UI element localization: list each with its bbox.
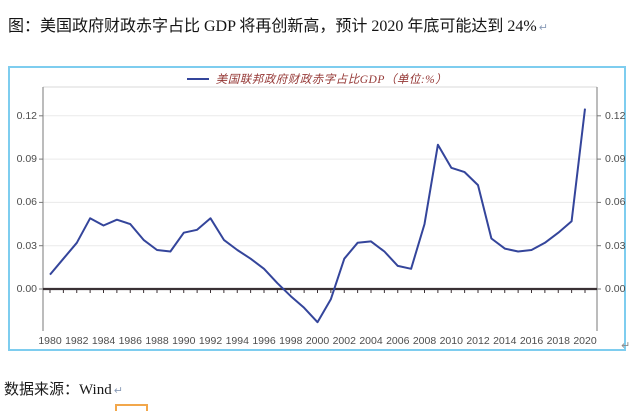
x-axis-label: 2020	[573, 335, 597, 347]
x-axis-label: 2008	[412, 335, 437, 347]
y-axis-label-left: 0.12	[16, 109, 37, 122]
x-axis-label: 2010	[439, 335, 463, 347]
figure-caption: 图：美国政府财政赤字占比 GDP 将再创新高，预计 2020 年底可能达到 24…	[8, 12, 632, 36]
x-axis-label: 1996	[252, 335, 276, 347]
y-axis-label-right: 0.12	[605, 109, 626, 122]
chart-legend: 美国联邦政府财政赤字占比GDP（单位:%）	[8, 71, 626, 87]
x-axis-label: 1992	[198, 335, 223, 347]
figure-caption-text: 图：美国政府财政赤字占比 GDP 将再创新高，预计 2020 年底可能达到 24…	[8, 18, 537, 35]
data-source-text: 数据来源：Wind	[4, 382, 112, 398]
y-axis-label-right: 0.09	[605, 153, 626, 166]
x-axis-label: 2004	[359, 335, 383, 347]
paragraph-mark-icon: ↵	[113, 384, 123, 397]
y-axis-label-left: 0.00	[16, 283, 37, 295]
x-axis-label: 1998	[279, 335, 303, 347]
y-axis-label-right: 0.03	[605, 239, 626, 252]
x-axis-label: 2000	[305, 335, 330, 347]
x-axis-label: 1980	[38, 335, 62, 347]
data-source: 数据来源：Wind ↵	[4, 378, 123, 399]
x-axis-label: 1988	[145, 335, 169, 347]
x-axis-label: 2012	[466, 335, 490, 347]
x-axis-label: 1982	[65, 335, 89, 347]
x-axis-label: 2006	[386, 335, 410, 347]
legend-line-swatch	[186, 78, 209, 80]
legend-label: 美国联邦政府财政赤字占比GDP（单位:%）	[215, 74, 448, 86]
y-axis-label-right: 0.00	[605, 283, 626, 295]
x-axis-label: 1986	[118, 335, 142, 347]
cropped-orange-box	[115, 404, 148, 411]
y-axis-label-left: 0.09	[16, 153, 37, 166]
y-axis-label-left: 0.03	[16, 239, 37, 252]
x-axis-label: 2018	[546, 335, 570, 347]
x-axis-label: 1994	[225, 335, 249, 347]
x-axis-label: 1990	[172, 335, 196, 347]
x-axis-label: 2014	[493, 335, 517, 347]
x-axis-label: 2002	[332, 335, 356, 347]
paragraph-mark-icon: ↵	[621, 339, 631, 352]
y-axis-label-left: 0.06	[16, 196, 37, 209]
x-axis-label: 1984	[91, 335, 116, 347]
y-axis-label-right: 0.06	[605, 196, 626, 209]
paragraph-mark-icon: ↵	[538, 21, 548, 34]
x-axis-label: 2016	[519, 335, 544, 347]
chart-container[interactable]	[8, 66, 626, 351]
